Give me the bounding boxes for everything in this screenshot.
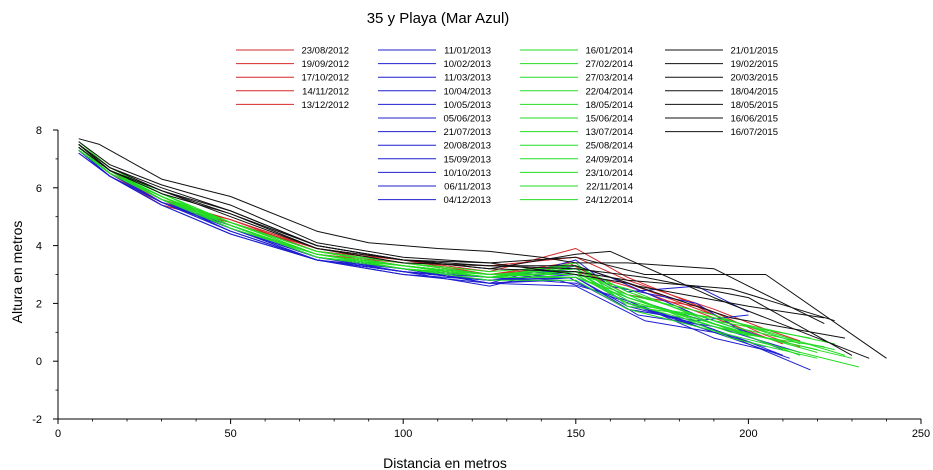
series-line-16-06-2015 xyxy=(78,144,870,359)
x-tick-label: 200 xyxy=(739,428,757,440)
series-line-18-04-2015 xyxy=(78,141,887,359)
y-tick-label: 4 xyxy=(36,241,42,253)
legend-label: 19/09/2012 xyxy=(301,59,349,70)
x-tick-label: 100 xyxy=(394,428,412,440)
legend-label: 19/02/2015 xyxy=(730,59,778,70)
y-tick-label: 0 xyxy=(36,356,42,368)
legend-label: 21/01/2015 xyxy=(730,46,778,57)
x-tick-label: 250 xyxy=(912,428,930,440)
legend-label: 24/09/2014 xyxy=(585,154,633,165)
series-layer xyxy=(78,138,887,371)
legend-label: 06/11/2013 xyxy=(444,182,491,193)
y-tick-label: 6 xyxy=(36,183,42,195)
legend-label: 16/07/2015 xyxy=(730,127,778,138)
chart-title: 35 y Playa (Mar Azul) xyxy=(367,10,510,27)
series-line-04-12-2013 xyxy=(78,152,756,345)
x-axis-ticks: 0 50 100 150 200 250 xyxy=(55,419,930,440)
legend-label: 23/08/2012 xyxy=(301,46,349,57)
series-line-13-12-2012 xyxy=(78,149,749,333)
series-line-16-07-2015 xyxy=(78,138,825,325)
series-line-11-03-2013 xyxy=(78,152,749,322)
y-axis-label: Altura en metros xyxy=(9,221,25,324)
legend-label: 15/06/2014 xyxy=(585,114,633,125)
legend-label: 22/11/2014 xyxy=(586,182,633,193)
legend-label: 24/12/2014 xyxy=(585,195,633,206)
y-axis-ticks: -2 0 2 4 6 8 xyxy=(32,125,58,426)
x-tick-label: 50 xyxy=(224,428,236,440)
legend-label: 18/05/2015 xyxy=(730,100,778,111)
series-line-24-12-2014 xyxy=(78,144,818,359)
legend-label: 22/04/2014 xyxy=(585,86,633,97)
legend-label: 17/10/2012 xyxy=(301,73,349,84)
legend-label: 10/05/2013 xyxy=(443,100,491,111)
x-tick-label: 0 xyxy=(55,428,61,440)
x-tick-label: 150 xyxy=(567,428,585,440)
legend-label: 04/12/2013 xyxy=(443,195,491,206)
legend-label: 25/08/2014 xyxy=(585,141,633,152)
legend-label: 14/11/2012 xyxy=(302,86,349,97)
legend-label: 11/03/2013 xyxy=(444,73,491,84)
series-line-05-06-2013 xyxy=(78,146,784,356)
legend-label: 18/04/2015 xyxy=(730,86,778,97)
series-line-15-09-2013 xyxy=(78,149,749,336)
legend-label: 21/07/2013 xyxy=(443,127,491,138)
legend-label: 27/03/2014 xyxy=(585,73,633,84)
legend: 23/08/2012 19/09/2012 17/10/2012 14/11/2012… xyxy=(236,46,778,206)
legend-label: 27/02/2014 xyxy=(585,59,633,70)
legend-label: 11/01/2013 xyxy=(444,46,491,57)
x-axis-label: Distancia en metros xyxy=(383,455,507,470)
legend-label: 18/05/2014 xyxy=(585,100,633,111)
legend-label: 05/06/2013 xyxy=(443,114,491,125)
legend-label: 10/10/2013 xyxy=(443,168,491,179)
legend-label: 20/08/2013 xyxy=(443,141,491,152)
series-line-06-11-2013 xyxy=(78,149,777,353)
legend-label: 16/06/2015 xyxy=(730,114,778,125)
y-tick-label: -2 xyxy=(32,414,42,426)
legend-label: 13/07/2014 xyxy=(585,127,633,138)
legend-label: 10/04/2013 xyxy=(443,86,491,97)
legend-label: 20/03/2015 xyxy=(730,73,778,84)
y-tick-label: 2 xyxy=(36,298,42,310)
legend-label: 15/09/2013 xyxy=(443,154,491,165)
legend-label: 13/12/2012 xyxy=(301,100,349,111)
series-line-19-09-2012 xyxy=(78,149,801,342)
series-line-10-04-2013 xyxy=(78,149,766,348)
y-tick-label: 8 xyxy=(36,125,42,137)
legend-label: 10/02/2013 xyxy=(443,59,491,70)
legend-label: 23/10/2014 xyxy=(585,168,633,179)
legend-label: 16/01/2014 xyxy=(585,46,633,57)
